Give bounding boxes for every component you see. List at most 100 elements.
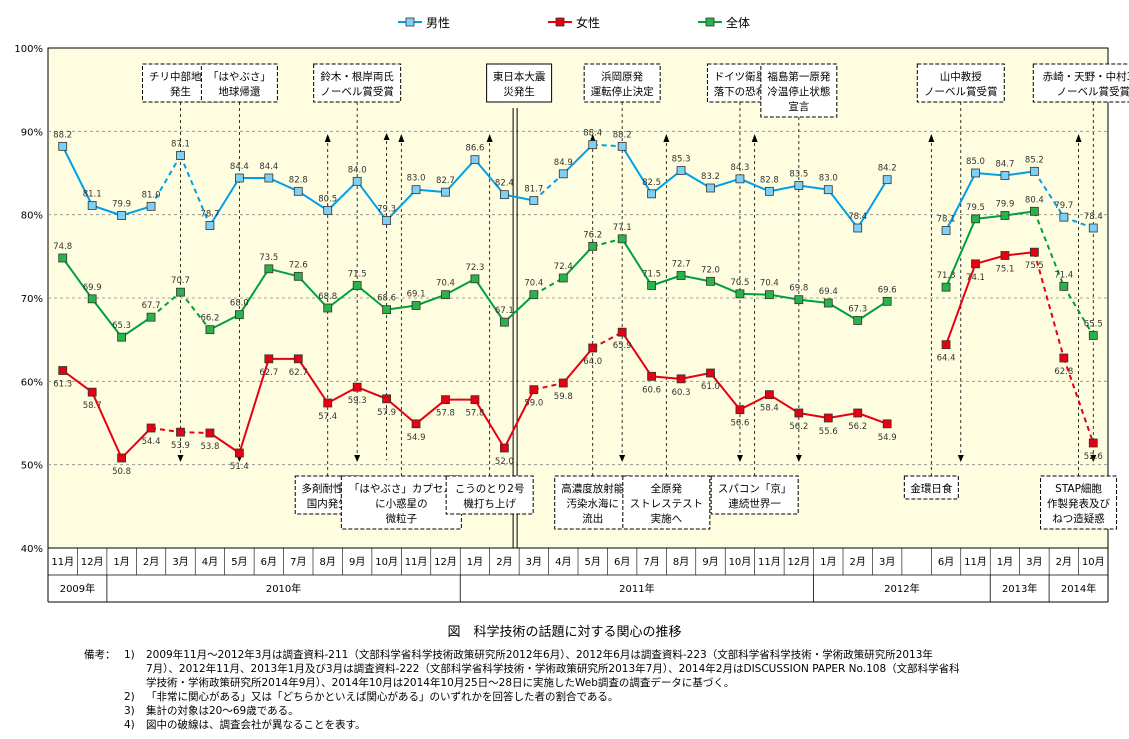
series-line-2 — [327, 386, 358, 404]
event-arrow — [663, 134, 670, 142]
x-tick-label: 3月 — [526, 556, 542, 568]
series-line-3 — [297, 275, 329, 309]
series-line-1 — [975, 172, 1006, 177]
series-line-1 — [621, 145, 653, 195]
data-point — [1088, 223, 1098, 233]
x-tick-label: 2月 — [496, 556, 512, 568]
data-point — [529, 290, 539, 300]
event-callout-top — [313, 63, 402, 103]
data-label: 74.1 — [966, 273, 985, 283]
event-callout-bottom-text: ねつ造疑惑 — [1052, 512, 1105, 525]
series-line-1 — [209, 177, 241, 227]
data-label: 59.8 — [554, 392, 573, 402]
event-callout-bottom-text: 作製発表及び — [1047, 497, 1110, 510]
data-label: 79.5 — [966, 203, 985, 213]
series-line-3 — [445, 277, 476, 296]
data-point — [58, 141, 68, 151]
x-tick-label: 11月 — [51, 556, 74, 568]
data-point — [735, 405, 745, 415]
data-label: 86.6 — [465, 144, 484, 154]
y-tick-label: 80% — [21, 211, 43, 222]
series-line-3 — [238, 268, 270, 316]
event-callout-top — [916, 63, 1005, 103]
event-arrow — [383, 133, 390, 140]
series-line-2 — [562, 347, 594, 384]
data-label: 79.3 — [377, 205, 396, 215]
x-tick-label: 6月 — [614, 556, 630, 568]
series-line-2 — [415, 398, 447, 425]
data-point — [234, 310, 244, 320]
note-number: 2) — [124, 691, 135, 703]
series-line-1 — [592, 143, 623, 148]
data-point — [882, 419, 892, 429]
data-label: 58.7 — [83, 401, 102, 411]
series-line-3 — [769, 293, 800, 301]
data-point — [794, 408, 804, 418]
series-line-1 — [1033, 170, 1065, 218]
data-label: 84.4 — [230, 162, 249, 172]
event-callout-bottom-text: 全原発 — [651, 482, 683, 495]
series-line-2 — [828, 412, 858, 419]
series-line-3 — [710, 280, 741, 295]
y-tick-label: 100% — [14, 44, 43, 55]
x-tick-label: 3月 — [879, 556, 895, 568]
data-point — [117, 211, 127, 220]
x-tick-label: 4月 — [202, 556, 218, 568]
data-label: 75.1 — [995, 265, 1014, 275]
x-tick-label: 12月 — [787, 556, 810, 568]
data-label: 84.7 — [995, 160, 1014, 170]
data-point — [676, 374, 686, 384]
data-point — [1000, 211, 1010, 220]
data-label: 51.4 — [230, 462, 249, 472]
series-line-2 — [238, 358, 270, 454]
data-label: 80.4 — [1025, 195, 1044, 205]
data-point — [470, 274, 480, 284]
event-callout-bottom-text: 国内発生 — [307, 497, 349, 510]
data-point — [971, 214, 980, 224]
series-line-1 — [91, 204, 122, 217]
data-point — [1059, 353, 1069, 363]
x-tick-label: 6月 — [261, 556, 277, 568]
data-point — [558, 378, 568, 388]
series-line-3 — [1004, 210, 1035, 217]
series-line-2 — [209, 432, 240, 454]
data-point — [764, 186, 774, 196]
data-label: 88.4 — [583, 129, 602, 139]
data-label: 67.7 — [142, 301, 161, 311]
event-arrow — [354, 455, 361, 462]
series-line-3 — [268, 267, 299, 278]
event-callout-top-text: 冷温停止状態 — [767, 85, 830, 98]
data-point — [617, 327, 627, 337]
data-label: 52.6 — [1084, 452, 1103, 462]
data-label: 82.4 — [495, 179, 514, 189]
data-point — [647, 189, 657, 199]
data-label: 71.4 — [1054, 270, 1073, 280]
series-line-1 — [680, 169, 712, 189]
legend-marker — [555, 17, 565, 27]
data-label: 78.4 — [1084, 212, 1103, 222]
series-line-2 — [592, 331, 623, 349]
y-tick-label: 50% — [21, 461, 43, 472]
data-point — [706, 276, 715, 286]
note-number: 4) — [124, 719, 135, 731]
data-point — [352, 176, 362, 186]
data-label: 74.8 — [53, 242, 72, 252]
series-line-1 — [150, 154, 182, 207]
data-label: 67.1 — [495, 306, 514, 316]
event-callout-bottom-text: STAP細胞 — [1055, 482, 1102, 495]
data-label: 65.5 — [1084, 320, 1103, 330]
x-tick-label: 6月 — [938, 556, 954, 568]
data-point — [1000, 171, 1010, 180]
data-label: 83.0 — [407, 174, 426, 184]
note-number: 3) — [124, 705, 135, 717]
series-line-2 — [1062, 357, 1095, 444]
series-line-1 — [710, 177, 741, 189]
event-callout-bottom-text: 「はやぶさ」カプセル — [349, 483, 454, 495]
series-line-2 — [385, 398, 417, 425]
series-line-2 — [120, 427, 152, 459]
data-point — [971, 168, 980, 178]
data-label: 50.8 — [112, 467, 131, 477]
data-label: 52.0 — [495, 457, 514, 467]
series-line-2 — [62, 369, 93, 393]
x-tick-label: 2月 — [850, 556, 866, 568]
